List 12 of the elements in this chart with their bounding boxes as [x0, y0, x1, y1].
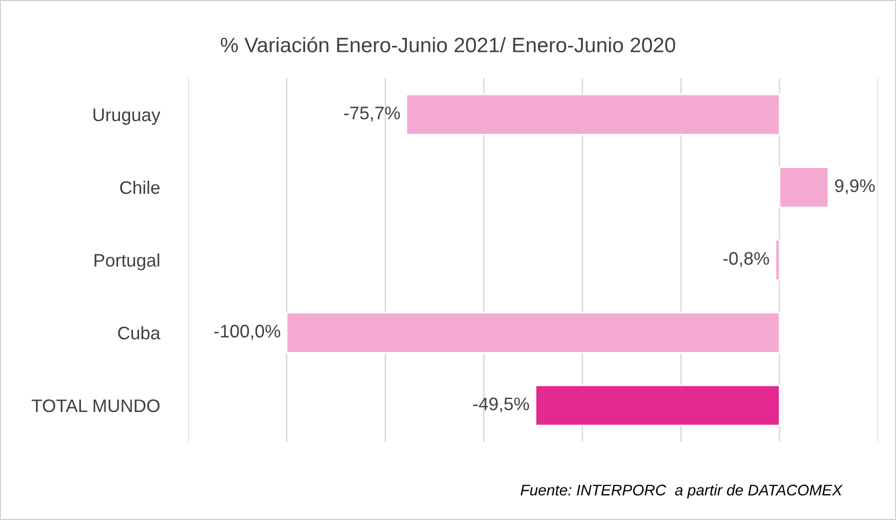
y-tick-label: TOTAL MUNDO [32, 399, 160, 412]
y-tick-label: Cuba [118, 326, 160, 340]
data-label: -0,8% [723, 252, 770, 267]
chart-title: % Variación Enero-Junio 2021/ Enero-Junio 2020 [220, 36, 676, 52]
source-note: Fuente: INTERPORC a partir de DATACOMEX [520, 484, 843, 499]
y-tick-label: Chile [120, 180, 160, 194]
data-label: -75,7% [344, 106, 400, 122]
y-tick-label: Portugal [94, 253, 160, 270]
data-label: 9,9% [835, 179, 875, 194]
data-label: -100,0% [214, 324, 280, 340]
data-label: -49,5% [473, 398, 530, 412]
y-tick-label: Uruguay [94, 108, 160, 125]
